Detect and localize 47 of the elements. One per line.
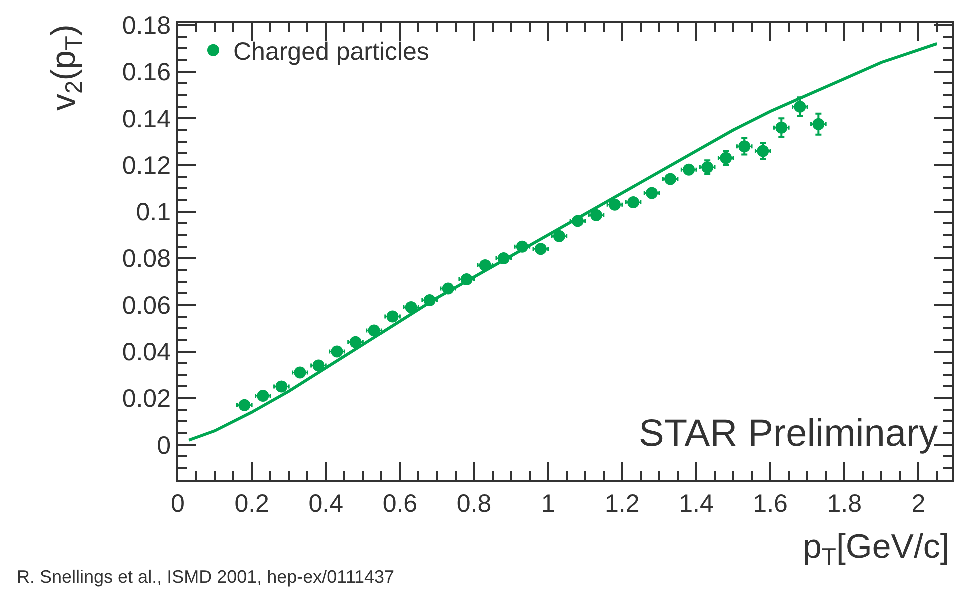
point [331, 346, 344, 358]
y-tick-label: 0.12 [122, 152, 171, 180]
x-tick-label: 1.8 [827, 490, 862, 518]
text: R. Snellings et al., ISMD 2001, hep-ex/0111437 [17, 567, 395, 587]
point [683, 164, 696, 176]
point [609, 198, 621, 211]
point [534, 243, 547, 256]
point [553, 230, 566, 242]
point [776, 122, 788, 134]
y-tick-label: 0.08 [122, 245, 171, 274]
y-tick-label: 0.02 [122, 385, 171, 414]
y-tick-label: 0.1 [136, 198, 171, 227]
point [405, 301, 418, 314]
point [368, 324, 380, 337]
point [386, 310, 399, 323]
x-tick-label: 1.4 [679, 490, 714, 518]
point [350, 336, 362, 348]
point [312, 360, 325, 372]
point [664, 173, 677, 186]
point [257, 390, 270, 402]
x-tick-label: 1.6 [753, 490, 788, 518]
point [294, 366, 306, 379]
point [757, 145, 770, 158]
y-tick-label: 0.18 [122, 12, 171, 40]
point [794, 100, 806, 113]
y-tick-label: 0 [157, 432, 171, 460]
point [276, 380, 288, 393]
y-tick-label: 0.06 [122, 292, 171, 320]
point [628, 196, 640, 209]
y-tick-label: 0.14 [122, 105, 172, 134]
point [590, 209, 602, 222]
point [738, 140, 751, 153]
y-tick-label: 0.16 [122, 58, 171, 87]
annotation: STAR Preliminary [639, 413, 938, 455]
point [646, 187, 658, 200]
x-tick-label: 1.2 [605, 490, 640, 518]
x-tick-label: 0.4 [308, 490, 344, 518]
x-tick-label: 0.2 [234, 490, 270, 518]
x-tick-label: 0.8 [456, 490, 492, 518]
legend-label: Charged particles [233, 38, 430, 66]
x-axis-title: p$_{T}$[GeV/c] [803, 528, 950, 572]
x-tick-label: 2 [912, 490, 926, 518]
x-tick-label: 0.6 [382, 490, 418, 518]
x-tick-label: 1 [541, 490, 556, 518]
point [238, 399, 251, 412]
point [812, 118, 825, 130]
y-tick-label: 0.04 [122, 338, 172, 367]
